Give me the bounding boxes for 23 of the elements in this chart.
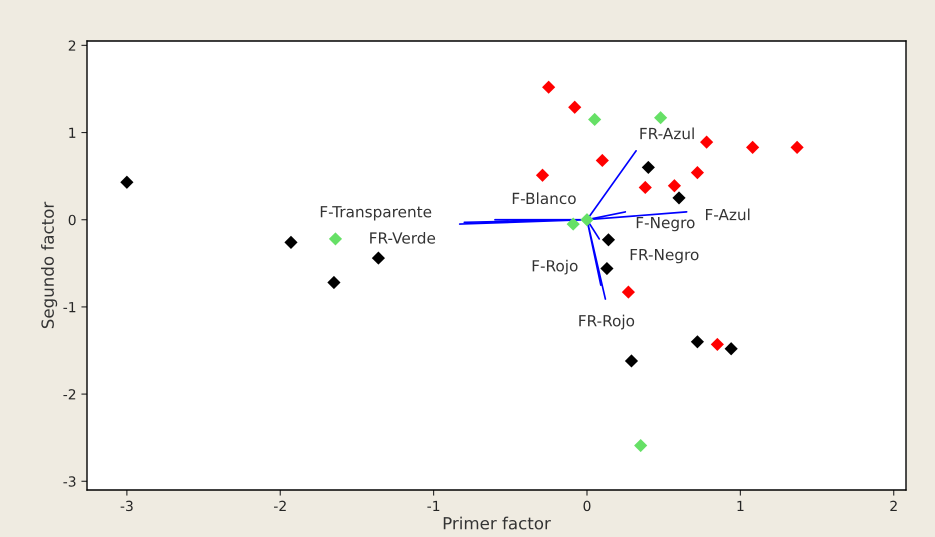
y-tick-label: 1 [69, 128, 76, 138]
annotation: F-Azul [706, 208, 750, 220]
y-axis-title: Segundo factor [41, 202, 58, 328]
annotation: F-Transparente [320, 206, 432, 220]
annotation: FR-Azul [640, 127, 694, 140]
x-axis-title: Primer factor [444, 516, 551, 530]
annotation: F-Blanco [512, 192, 576, 204]
y-tick-label: -3 [63, 476, 76, 487]
annotation: FR-Negro [630, 248, 698, 264]
annotation: F-Negro [636, 216, 695, 232]
x-tick-label: -1 [427, 500, 440, 511]
annotation: FR-Verde [370, 232, 436, 244]
annotation: FR-Rojo [579, 314, 634, 330]
x-tick-label: 0 [583, 500, 590, 512]
y-tick-label: -1 [63, 302, 76, 312]
x-tick-label: 1 [737, 500, 744, 511]
x-tick-label: -3 [120, 500, 133, 512]
x-tick-label: -2 [274, 500, 286, 511]
x-tick-label: 2 [890, 500, 897, 511]
y-tick-label: 2 [68, 40, 76, 51]
y-tick-label: 0 [68, 214, 76, 226]
y-tick-label: -2 [63, 389, 76, 400]
annotation: F-Rojo [532, 260, 578, 275]
